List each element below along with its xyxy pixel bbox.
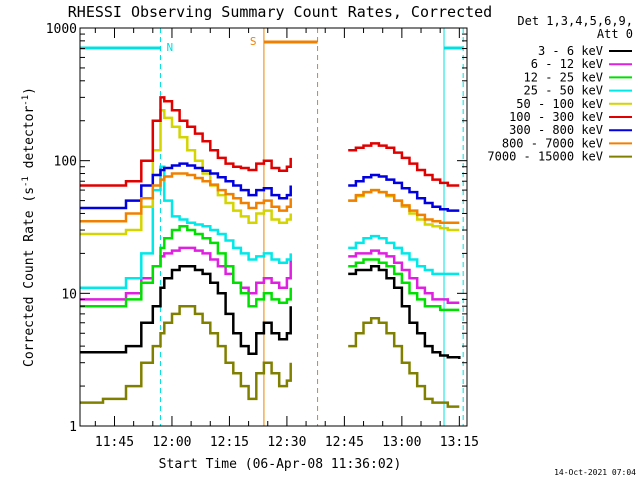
y-axis-label-mid: detector (22, 106, 37, 177)
series-line-6-segment-1 (348, 173, 460, 212)
axes: 1 10 100 1000 11:45 12:00 12:15 12:30 12:45 13:00… (46, 22, 479, 450)
legend-label-5: 100 - 300 keV (509, 110, 603, 124)
series-line-1-segment-1 (348, 249, 460, 304)
y-axis-label: Corrected Count Rate (s-1 detector-1) (21, 87, 37, 367)
legend-label-7: 800 - 7000 keV (502, 136, 603, 150)
legend-header-line-1: Det 1,3,4,5,6,9, (517, 14, 633, 28)
x-tick-label: 12:15 (210, 435, 249, 450)
x-tick-label: 12:00 (152, 435, 191, 450)
series-line-4-segment-0 (80, 108, 292, 236)
x-axis-label: Start Time (06-Apr-08 11:36:02) (159, 457, 402, 472)
x-tick-label: 12:45 (325, 435, 364, 450)
night-label: N (166, 41, 173, 54)
series-line-5-segment-0 (80, 96, 292, 187)
footer-timestamp: 14-Oct-2021 07:04 (554, 468, 636, 477)
y-tick-label: 100 (54, 155, 77, 170)
x-tick-label: 13:15 (440, 435, 479, 450)
series-line-0-segment-0 (80, 265, 292, 356)
legend-label-1: 6 - 12 keV (531, 57, 603, 71)
y-axis-label-exp1: -1 (21, 176, 31, 187)
y-axis-label-post: ) (22, 87, 37, 95)
legend-header-line-2: Att 0 (597, 27, 633, 41)
plot-frame (79, 27, 468, 427)
x-tick-label: 12:30 (267, 435, 306, 450)
legend-label-3: 25 - 50 keV (524, 84, 603, 98)
series-line-5-segment-1 (348, 142, 460, 187)
series-line-2-segment-1 (348, 258, 460, 312)
saa-label: S (250, 35, 257, 48)
legend-label-6: 300 - 800 keV (509, 123, 603, 137)
series-line-3-segment-0 (80, 165, 292, 290)
series-line-7-segment-1 (348, 188, 460, 225)
series-line-6-segment-0 (80, 162, 292, 210)
series-line-7-segment-0 (80, 172, 292, 223)
y-tick-label: 10 (61, 287, 77, 302)
series-line-8-segment-1 (348, 316, 460, 408)
y-tick-label: 1000 (46, 22, 77, 37)
legend-label-2: 12 - 25 keV (524, 70, 603, 84)
series-line-8-segment-0 (80, 304, 292, 404)
legend-label-8: 7000 - 15000 keV (487, 150, 603, 164)
series-line-3-segment-1 (348, 234, 460, 276)
y-axis-label-pre: Corrected Count Rate (s (22, 187, 37, 367)
series-line-0-segment-1 (348, 265, 461, 359)
x-tick-label: 11:45 (95, 435, 134, 450)
legend-label-0: 3 - 6 keV (538, 44, 603, 58)
series-line-2-segment-0 (80, 225, 292, 308)
x-tick-label: 13:00 (382, 435, 421, 450)
legend-label-4: 50 - 100 keV (516, 97, 603, 111)
y-tick-label: 1 (69, 420, 77, 435)
y-axis-label-exp2: -1 (21, 95, 31, 106)
chart-title: RHESSI Observing Summary Count Rates, Co… (68, 3, 492, 21)
